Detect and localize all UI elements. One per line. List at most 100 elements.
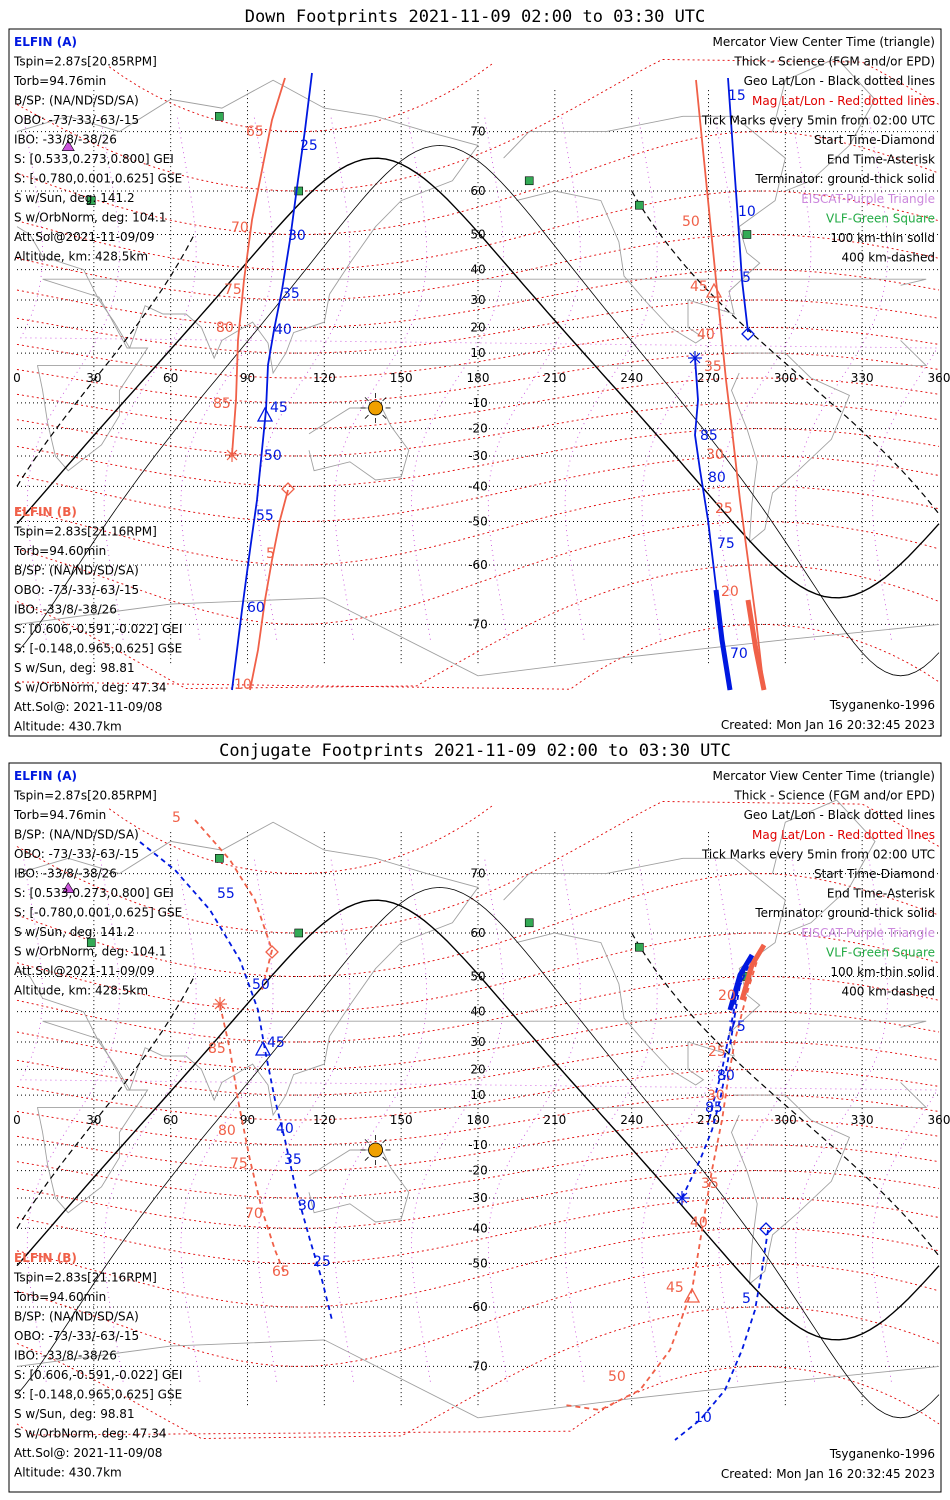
elfin-a-tick-label: 85 — [700, 428, 718, 444]
lon-tick-label: 210 — [543, 1113, 566, 1127]
legend-item: Geo Lat/Lon - Black dotted lines — [744, 74, 935, 88]
legend-item: Mercator View Center Time (triangle) — [713, 35, 935, 49]
track-tick-labels: 25 30 35 40 45 50 55 60 5 10 15 70 75 80 85 65 70 75 80 85 5… — [213, 88, 756, 693]
legend-item: Thick - Science (FGM and/or EPD) — [733, 789, 935, 803]
coastline-6 — [16, 597, 940, 677]
vlf-green-square — [635, 942, 644, 952]
elfin-b-info: ELFIN (B) Tspin=2.83s[21.16RPM] Torb=94.60… — [13, 505, 182, 734]
coastline-5 — [772, 57, 876, 192]
elfin-a-center-triangle — [254, 1040, 272, 1056]
lat-tick-label: 70 — [470, 125, 485, 139]
terminator-100km — [16, 886, 940, 1419]
lon-tick-label: 90 — [240, 371, 255, 385]
elfin-a-track — [139, 841, 333, 1321]
coastline-4 — [731, 352, 850, 543]
mag-lon-line — [795, 858, 889, 1382]
legend-item: Tick Marks every 5min from 02:00 UTC — [701, 847, 935, 861]
legend-item: Thick - Science (FGM and/or EPD) — [733, 55, 935, 69]
elfin-a-end-asterisk — [688, 351, 702, 365]
lat-tick-label: -30 — [468, 449, 488, 463]
legend-item: Tick Marks every 5min from 02:00 UTC — [701, 113, 935, 127]
elfin-a-line: S: [-0.780,0.001,0.625] GSE — [14, 906, 182, 920]
elfin-b-center-triangle — [705, 282, 723, 298]
elfin-b-tick-label: 80 — [218, 1123, 236, 1139]
lat-tick-label: 30 — [470, 1035, 485, 1049]
elfin-b-center-triangle — [683, 1287, 701, 1303]
elfin-b-tick-label: 70 — [245, 1206, 263, 1222]
elfin-b-tick-label: 30 — [707, 1088, 725, 1104]
mag-lat-line — [16, 1011, 940, 1070]
mag-lon-line — [641, 116, 735, 640]
mag-lon-line — [103, 116, 197, 640]
legend-item: VLF-Green Square — [826, 211, 935, 225]
lat-tick-label: -20 — [468, 422, 488, 436]
mag-lon-line — [103, 858, 197, 1382]
lon-tick-label: 270 — [697, 371, 720, 385]
panel-title: Conjugate Footprints 2021-11-09 02:00 to… — [219, 741, 731, 761]
legend-item: End Time-Asterisk — [827, 887, 935, 901]
mag-lon-line — [410, 858, 505, 1382]
elfin-b-tick-label: 20 — [718, 988, 736, 1004]
elfin-b-tick-label: 85 — [213, 396, 231, 412]
elfin-a-start-diamond — [759, 1222, 773, 1236]
lat-tick-label: -70 — [468, 617, 488, 631]
elfin-b-tick-label: 65 — [246, 124, 264, 140]
legend-item: 400 km-dashed — [841, 985, 935, 999]
elfin-a-track — [707, 957, 753, 1126]
elfin-a-header: ELFIN (A) — [14, 35, 77, 49]
coastline-4 — [731, 1094, 850, 1285]
legend-item: Start Time-Diamond — [814, 133, 935, 147]
track-tick-labels: 5550454035302575808551058580757065202530… — [172, 810, 751, 1426]
elfin-b-line: S w/OrbNorm, deg: 47.34 — [14, 1427, 166, 1441]
elfin-a-line: Altitude, km: 428.5km — [14, 250, 148, 264]
lat-tick-label: -20 — [468, 1164, 488, 1178]
mag-lat-line — [16, 131, 940, 235]
lat-tick-label: 20 — [470, 320, 485, 334]
lon-tick-label: 330 — [851, 1113, 874, 1127]
elfin-a-tick-label: 40 — [274, 322, 292, 338]
elfin-b-line: Tspin=2.83s[21.16RPM] — [13, 525, 157, 539]
terminator — [16, 886, 940, 1419]
elfin-a-line: Altitude, km: 428.5km — [14, 984, 148, 998]
elfin-b-end-asterisk — [225, 448, 239, 462]
conjugate-footprints-panel: Conjugate Footprints 2021-11-09 02:00 to… — [8, 741, 950, 1493]
mag-lon-line — [180, 858, 274, 1382]
elfin-b-line: S w/Sun, deg: 98.81 — [14, 661, 135, 675]
elfin-b-line: B/SP: (NA/ND/SD/SA) — [14, 564, 139, 578]
lat-tick-label: -40 — [468, 479, 488, 493]
coastlines — [16, 57, 940, 677]
lat-tick-label: 20 — [470, 1062, 485, 1076]
legend-item: End Time-Asterisk — [827, 153, 935, 167]
legend-item: Terminator: ground-thick solid — [754, 172, 935, 186]
vlf-green-square — [215, 854, 224, 863]
elfin-a-line: OBO: -73/-33/-63/-15 — [14, 847, 139, 861]
elfin-a-line: Tspin=2.87s[20.85RPM] — [13, 55, 157, 69]
mag-lon-line — [20, 116, 939, 640]
elfin-a-line: IBO: -33/8/-38/26 — [14, 133, 117, 147]
lat-tick-label: -60 — [468, 558, 488, 572]
elfin-a-center-triangle — [256, 406, 274, 422]
model-name: Tsyganenko-1996 — [829, 698, 935, 712]
terminator-400km-east — [631, 932, 940, 1257]
mag-lon-line — [257, 858, 351, 1382]
elfin-a-line: Torb=94.76min — [13, 74, 106, 88]
mag-lat-line — [16, 428, 940, 487]
elfin-b-line: Tspin=2.83s[21.16RPM] — [13, 1271, 157, 1285]
sun-icon — [360, 1134, 391, 1165]
elfin-a-tick-label: 75 — [717, 536, 735, 552]
elfin-a-tick-label: 45 — [270, 400, 288, 416]
lat-tick-label: -40 — [468, 1221, 488, 1235]
elfin-b-tick-label: 10 — [234, 677, 252, 693]
vlf-green-square — [215, 112, 224, 121]
model-name: Tsyganenko-1996 — [829, 1447, 935, 1461]
elfin-a-tick-label: 25 — [300, 138, 318, 154]
elfin-a-line: S: [0.533,0.273,0.800] GEI — [14, 886, 174, 900]
elfin-b-line: Torb=94.60min — [13, 1290, 106, 1304]
lon-tick-label: 360 — [928, 1113, 950, 1127]
elfin-a-line: Torb=94.76min — [13, 808, 106, 822]
mag-lon-line — [795, 116, 889, 640]
elfin-a-science-segment — [727, 953, 755, 1011]
lat-tick-label: -10 — [468, 1138, 488, 1152]
lon-tick-label: 150 — [390, 1113, 413, 1127]
elfin-b-tick-label: 85 — [208, 1041, 226, 1057]
